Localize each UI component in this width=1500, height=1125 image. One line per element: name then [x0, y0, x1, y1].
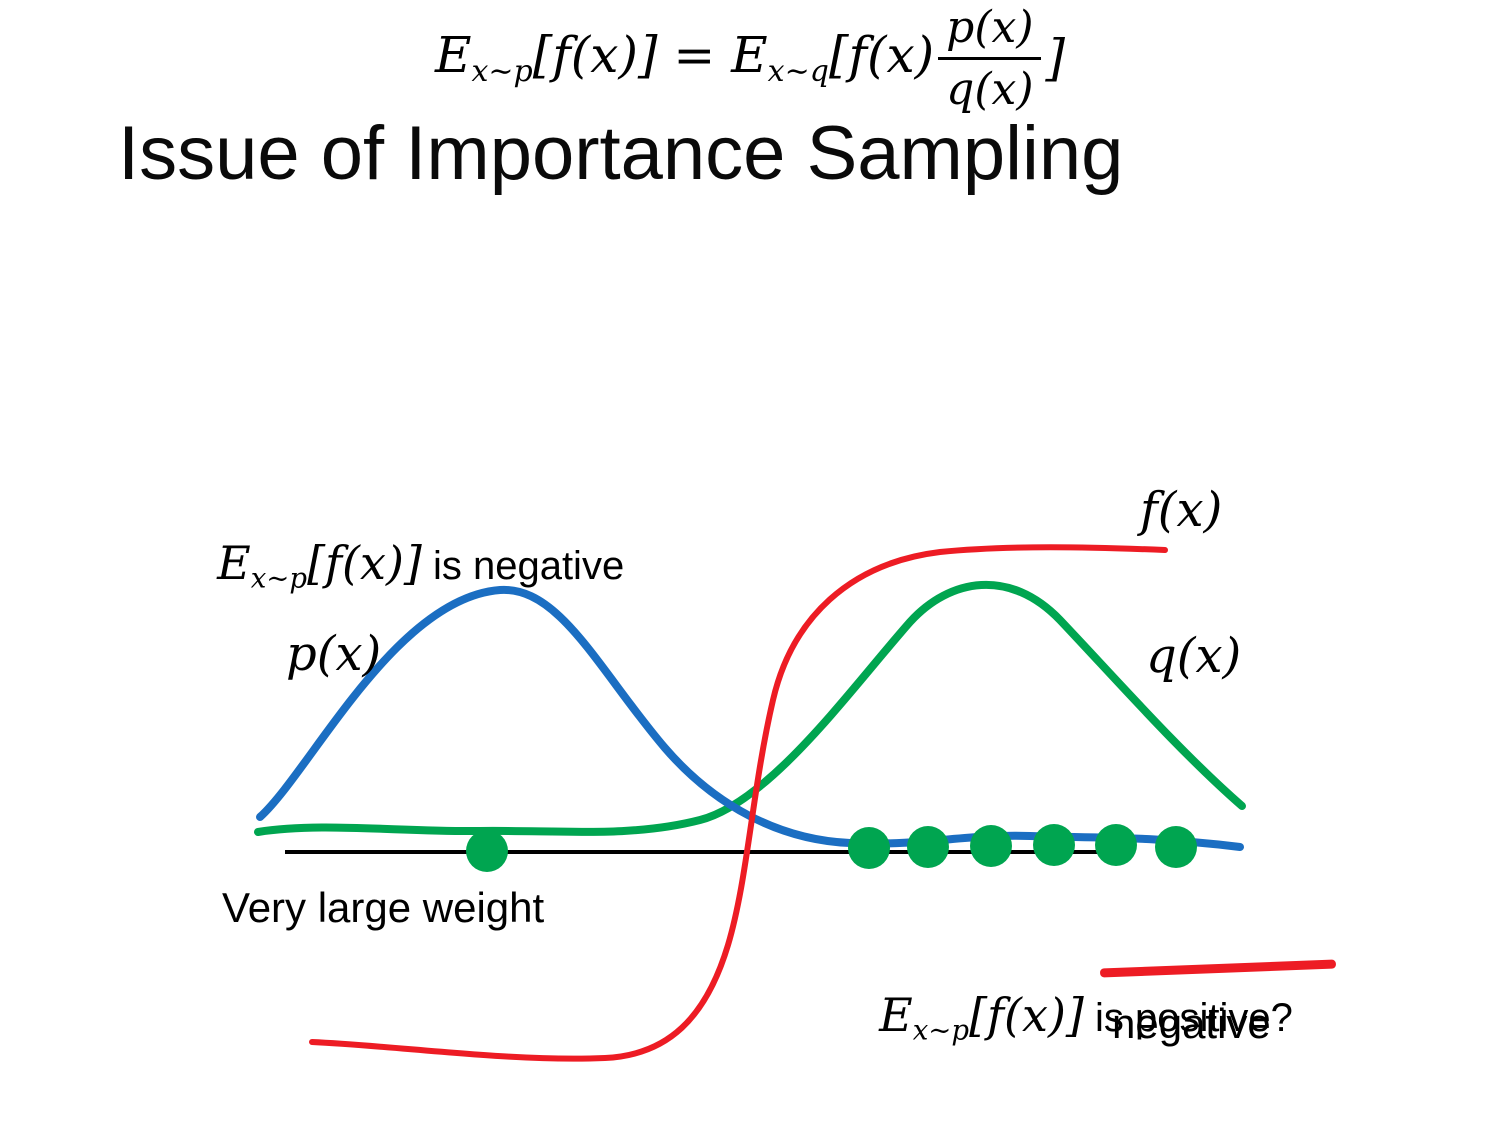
- very-large-weight-label: Very large weight: [222, 884, 545, 931]
- sample-dot: [466, 830, 508, 872]
- is-negative-text: is negative: [421, 544, 625, 588]
- slide-title: Issue of Importance Sampling: [118, 111, 1124, 196]
- eq-lhs: Ex∼p[f(x)] =: [434, 26, 732, 89]
- probability-ratio: p(x) q(x): [938, 0, 1042, 115]
- expectation-positive-label: Ex∼p[f(x)] is positive?: [828, 934, 1293, 1100]
- is-text: is: [1083, 996, 1135, 1040]
- expectation-expression: Ex∼p[f(x)]: [217, 536, 422, 595]
- q-curve-label: q(x): [1146, 628, 1242, 684]
- f-curve-label: f(x): [1140, 482, 1223, 538]
- ratio-denominator: q(x): [946, 64, 1034, 115]
- sample-dots: [466, 824, 1197, 872]
- negative-correction-text: negative: [1112, 1000, 1271, 1047]
- p-curve-label: p(x): [286, 626, 382, 682]
- expectation-negative-label: Ex∼p[f(x)] is negative: [166, 482, 624, 648]
- sample-dot: [1033, 824, 1075, 866]
- f-curve: [309, 544, 1168, 1062]
- expectation-expression: Ex∼p[f(x)]: [879, 988, 1084, 1047]
- importance-sampling-equation: Ex∼p[f(x)] = Ex∼q[f(x) p(x) q(x)]: [0, 0, 1500, 115]
- q-curve: [254, 581, 1246, 836]
- sample-dot: [848, 827, 890, 869]
- eq-rhs: Ex∼q[f(x): [731, 26, 935, 89]
- eq-close-bracket: ]: [1045, 28, 1065, 87]
- struck-positive-text: positive?: [1134, 996, 1293, 1040]
- sample-dot: [907, 826, 949, 868]
- sample-dot: [1095, 824, 1137, 866]
- ratio-numerator: p(x): [938, 0, 1042, 60]
- sample-dot: [1155, 826, 1197, 868]
- sample-dot: [970, 825, 1012, 867]
